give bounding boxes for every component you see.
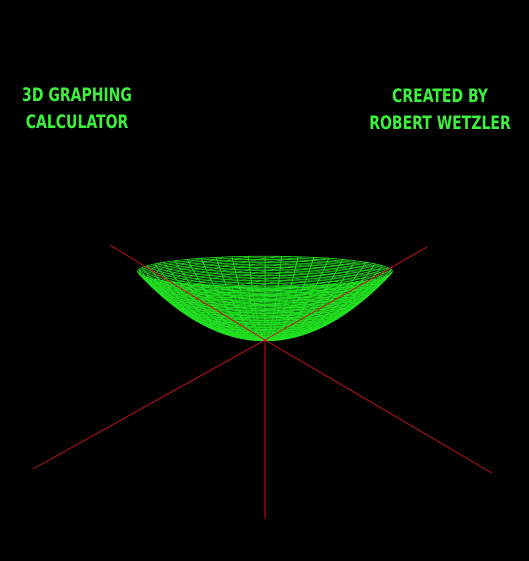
surface-meridian bbox=[264, 267, 389, 341]
author-credit: CREATED BY ROBERT WETZLER bbox=[368, 83, 512, 137]
app-title-line-2: CALCULATOR bbox=[25, 111, 129, 133]
surface-grid-curve bbox=[229, 282, 380, 341]
surface-meridian bbox=[264, 269, 392, 341]
surface-grid-curve bbox=[201, 284, 354, 341]
surface-grid-curve bbox=[148, 277, 339, 341]
surface-grid-curve bbox=[171, 256, 305, 342]
axis-x-left bbox=[109, 244, 266, 341]
surface-meridian bbox=[215, 257, 266, 341]
author-credit-line-2: ROBERT WETZLER bbox=[369, 112, 511, 134]
surface-grid-curve bbox=[161, 280, 344, 341]
surface-meridian bbox=[264, 263, 376, 341]
axis-x-right bbox=[264, 246, 428, 341]
surface-meridian bbox=[247, 256, 266, 341]
surface-grid-curve bbox=[243, 285, 372, 341]
surface-grid-curve bbox=[209, 274, 391, 341]
surface-grid-curve bbox=[225, 285, 359, 341]
surface-grid-curve bbox=[140, 274, 333, 341]
surface-meridian bbox=[154, 263, 266, 341]
surface-grid-curve bbox=[203, 271, 393, 341]
surface-meridian bbox=[163, 262, 266, 341]
app-title-line-1: 3D GRAPHING bbox=[22, 84, 132, 106]
surface-meridian bbox=[264, 286, 299, 342]
surface-grid-curve bbox=[137, 271, 327, 341]
surface-meridian bbox=[264, 286, 283, 342]
surface-grid-curve bbox=[143, 265, 315, 341]
surface-grid-curve bbox=[179, 282, 349, 341]
axis-y-left bbox=[32, 339, 266, 470]
app-title: 3D GRAPHING CALCULATOR bbox=[7, 82, 146, 136]
surface-meridian bbox=[264, 260, 356, 341]
surface-grid-curve bbox=[251, 286, 363, 341]
surface-grid-curve bbox=[215, 277, 387, 341]
coordinate-axes bbox=[32, 244, 493, 519]
surface-meridian bbox=[174, 260, 266, 341]
axis-y-right bbox=[264, 339, 493, 474]
surface-grid-curve bbox=[197, 268, 390, 341]
paraboloid-surface bbox=[137, 255, 393, 342]
surface-meridian bbox=[264, 256, 299, 341]
surface-grid-curve bbox=[236, 284, 376, 341]
surface-grid-curve bbox=[176, 258, 329, 342]
author-credit-line-1: CREATED BY bbox=[392, 85, 488, 107]
surface-grid-curve bbox=[139, 268, 321, 341]
